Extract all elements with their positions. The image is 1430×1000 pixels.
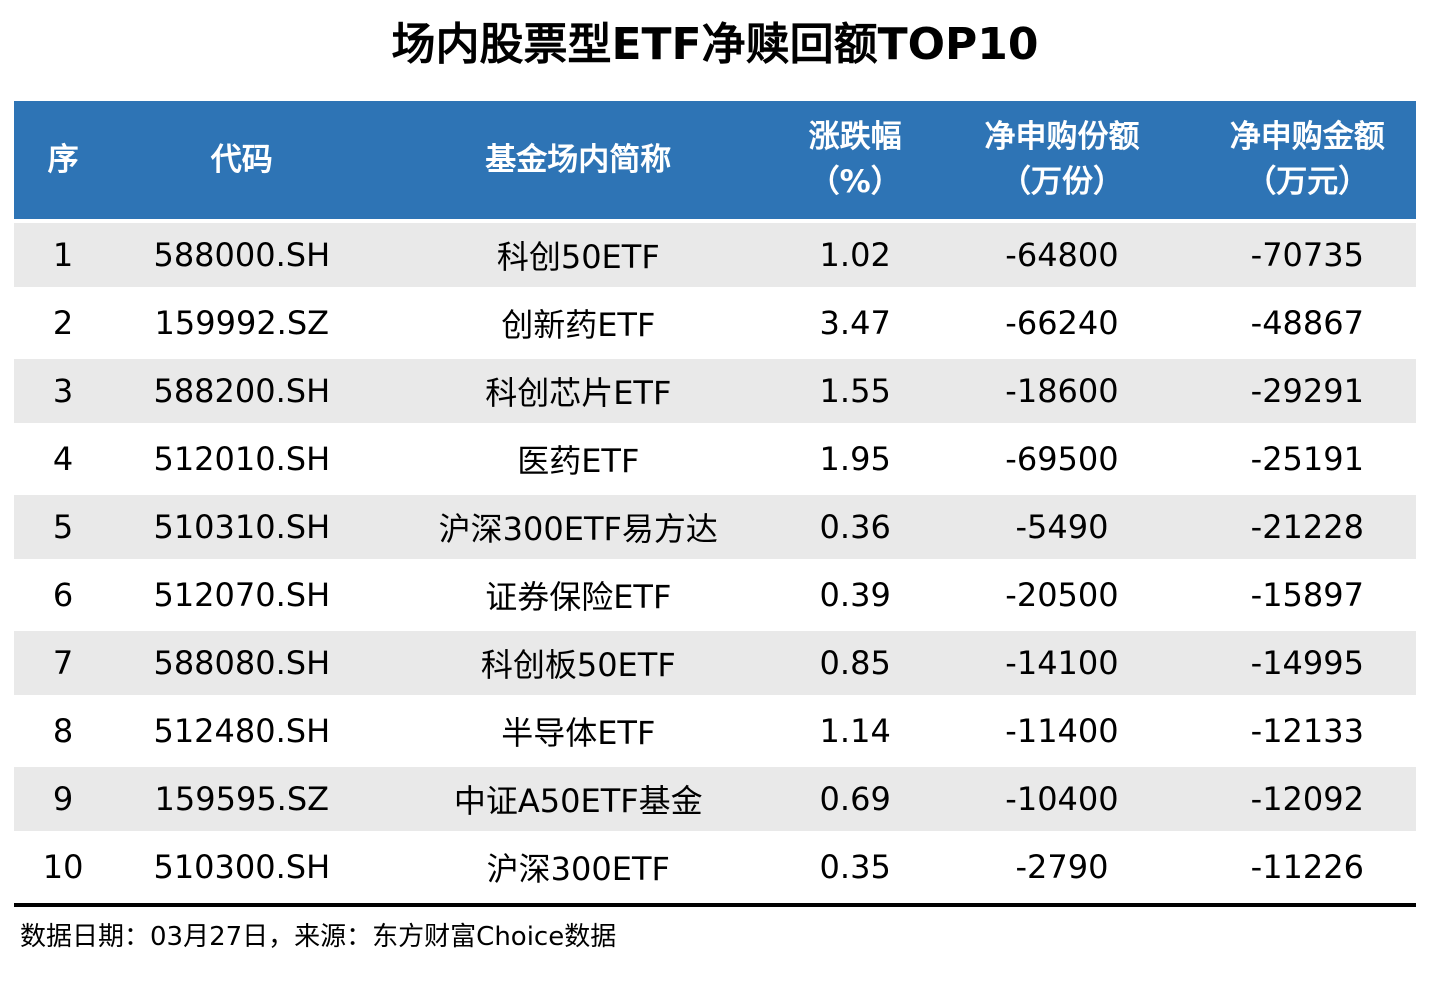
col-header-label: 基金场内简称 <box>485 141 672 178</box>
col-header-unit: （万份） <box>999 164 1124 200</box>
net-amount-cell: -14995 <box>1198 629 1416 699</box>
net-amount-cell: -11226 <box>1198 833 1416 903</box>
change-cell: 0.36 <box>785 493 926 563</box>
change-cell: 1.95 <box>785 425 926 495</box>
change-cell: 1.55 <box>785 357 926 427</box>
col-header-change-pct: 涨跌幅 （%） <box>785 101 926 223</box>
net-amount-cell: -48867 <box>1198 289 1416 359</box>
rank-cell: 3 <box>14 357 113 427</box>
change-cell: 0.85 <box>785 629 926 699</box>
net-shares-cell: -20500 <box>925 561 1199 631</box>
table-row: 10 510300.SH 沪深300ETF 0.35 -2790 -11226 <box>14 833 1416 903</box>
code-cell: 512480.SH <box>112 697 372 767</box>
rank-cell: 8 <box>14 697 113 767</box>
source-note: 数据日期：03月27日，来源：东方财富Choice数据 <box>20 922 617 952</box>
name-cell: 科创芯片ETF <box>371 357 786 427</box>
col-header-rank: 序 <box>14 101 113 223</box>
name-cell: 科创50ETF <box>371 221 786 291</box>
rank-cell: 5 <box>14 493 113 563</box>
name-cell: 沪深300ETF <box>371 833 786 903</box>
col-header-net-amount: 净申购金额 （万元） <box>1198 101 1416 223</box>
table-row: 5 510310.SH 沪深300ETF易方达 0.36 -5490 -2122… <box>14 493 1416 563</box>
net-shares-cell: -66240 <box>925 289 1199 359</box>
col-header-label: 净申购份额 <box>984 119 1140 156</box>
col-header-unit: （万元） <box>1245 164 1370 200</box>
name-cell: 创新药ETF <box>371 289 786 359</box>
name-cell: 医药ETF <box>371 425 786 495</box>
col-header-label: 代码 <box>210 141 273 178</box>
table-row: 3 588200.SH 科创芯片ETF 1.55 -18600 -29291 <box>14 357 1416 427</box>
col-header-fund-name: 基金场内简称 <box>371 101 786 223</box>
table-row: 8 512480.SH 半导体ETF 1.14 -11400 -12133 <box>14 697 1416 767</box>
name-cell: 半导体ETF <box>371 697 786 767</box>
change-cell: 1.02 <box>785 221 926 291</box>
name-cell: 科创板50ETF <box>371 629 786 699</box>
net-shares-cell: -5490 <box>925 493 1199 563</box>
net-shares-cell: -14100 <box>925 629 1199 699</box>
rank-cell: 1 <box>14 221 113 291</box>
net-amount-cell: -21228 <box>1198 493 1416 563</box>
code-cell: 159595.SZ <box>112 765 372 835</box>
rank-cell: 7 <box>14 629 113 699</box>
rank-cell: 10 <box>14 833 113 903</box>
col-header-label: 序 <box>47 141 79 178</box>
code-cell: 510310.SH <box>112 493 372 563</box>
net-amount-cell: -70735 <box>1198 221 1416 291</box>
rank-cell: 4 <box>14 425 113 495</box>
etf-redemption-table: 序 代码 基金场内简称 涨跌幅 （%） 净申购份额 （万份） <box>14 101 1416 903</box>
name-cell: 沪深300ETF易方达 <box>371 493 786 563</box>
col-header-code: 代码 <box>112 101 372 223</box>
net-shares-cell: -69500 <box>925 425 1199 495</box>
name-cell: 证券保险ETF <box>371 561 786 631</box>
net-amount-cell: -25191 <box>1198 425 1416 495</box>
change-cell: 0.69 <box>785 765 926 835</box>
change-cell: 0.35 <box>785 833 926 903</box>
table-row: 2 159992.SZ 创新药ETF 3.47 -66240 -48867 <box>14 289 1416 359</box>
net-amount-cell: -29291 <box>1198 357 1416 427</box>
net-amount-cell: -12092 <box>1198 765 1416 835</box>
net-shares-cell: -64800 <box>925 221 1199 291</box>
table-row: 7 588080.SH 科创板50ETF 0.85 -14100 -14995 <box>14 629 1416 699</box>
net-shares-cell: -2790 <box>925 833 1199 903</box>
header-row: 序 代码 基金场内简称 涨跌幅 （%） 净申购份额 （万份） <box>14 101 1416 223</box>
code-cell: 588000.SH <box>112 221 372 291</box>
rank-cell: 9 <box>14 765 113 835</box>
net-amount-cell: -12133 <box>1198 697 1416 767</box>
bottom-divider <box>14 903 1416 907</box>
table-row: 4 512010.SH 医药ETF 1.95 -69500 -25191 <box>14 425 1416 495</box>
change-cell: 0.39 <box>785 561 926 631</box>
net-shares-cell: -10400 <box>925 765 1199 835</box>
code-cell: 588080.SH <box>112 629 372 699</box>
col-header-label: 涨跌幅 <box>808 119 902 156</box>
col-header-label: 净申购金额 <box>1229 119 1385 156</box>
name-cell: 中证A50ETF基金 <box>371 765 786 835</box>
net-shares-cell: -11400 <box>925 697 1199 767</box>
code-cell: 510300.SH <box>112 833 372 903</box>
net-amount-cell: -15897 <box>1198 561 1416 631</box>
rank-cell: 6 <box>14 561 113 631</box>
rank-cell: 2 <box>14 289 113 359</box>
col-header-net-shares: 净申购份额 （万份） <box>925 101 1199 223</box>
code-cell: 512010.SH <box>112 425 372 495</box>
table-row: 1 588000.SH 科创50ETF 1.02 -64800 -70735 <box>14 221 1416 291</box>
code-cell: 159992.SZ <box>112 289 372 359</box>
table-row: 6 512070.SH 证券保险ETF 0.39 -20500 -15897 <box>14 561 1416 631</box>
net-shares-cell: -18600 <box>925 357 1199 427</box>
table-row: 9 159595.SZ 中证A50ETF基金 0.69 -10400 -1209… <box>14 765 1416 835</box>
change-cell: 1.14 <box>785 697 926 767</box>
col-header-unit: （%） <box>808 164 902 200</box>
code-cell: 588200.SH <box>112 357 372 427</box>
page-title: 场内股票型ETF净赎回额TOP10 <box>391 19 1039 70</box>
change-cell: 3.47 <box>785 289 926 359</box>
code-cell: 512070.SH <box>112 561 372 631</box>
